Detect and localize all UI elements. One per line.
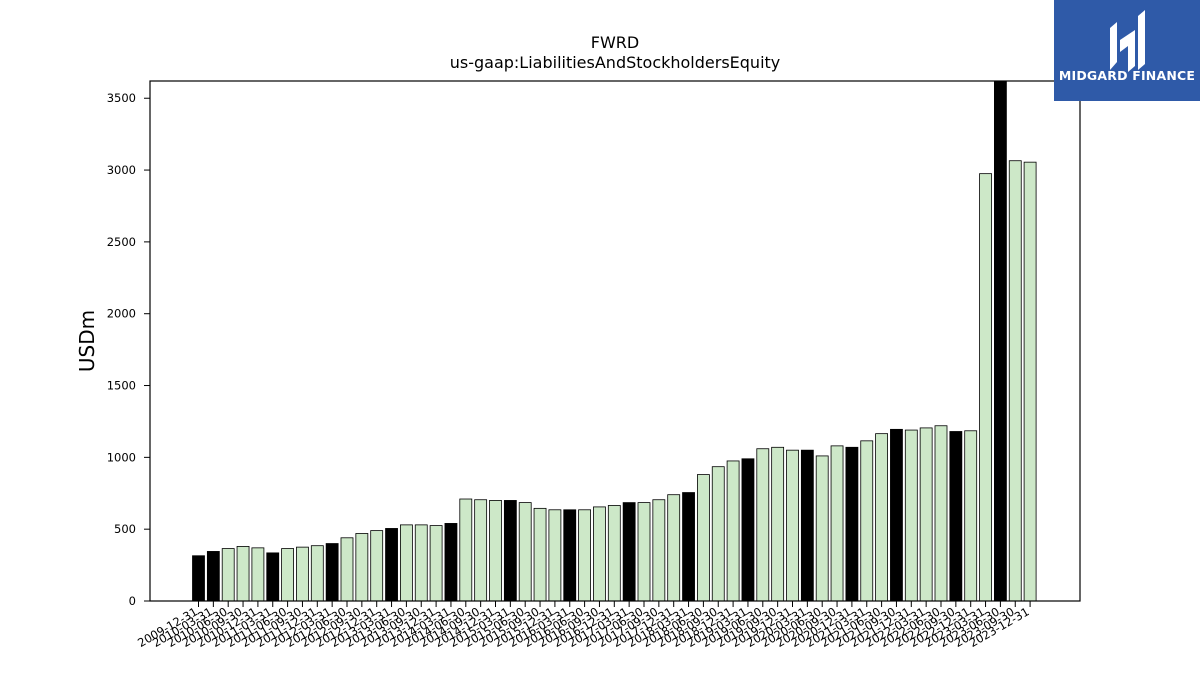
- bar: [682, 492, 695, 601]
- bar: [593, 506, 606, 601]
- bar: [622, 502, 636, 601]
- bar: [830, 445, 844, 601]
- y-tick-label: 2000: [107, 307, 136, 321]
- bar: [355, 533, 369, 601]
- bar: [771, 446, 785, 601]
- bar: [548, 509, 562, 601]
- bar: [385, 528, 398, 601]
- bar: [474, 499, 488, 601]
- brand-logo: MIDGARD FINANCE: [1054, 0, 1200, 101]
- bar: [979, 173, 992, 601]
- bar: [340, 537, 354, 601]
- y-tick-label: 1500: [107, 379, 136, 393]
- bar: [429, 525, 443, 601]
- y-tick-label: 3500: [107, 91, 136, 105]
- bar: [652, 499, 666, 601]
- bar: [192, 555, 205, 601]
- y-tick-label: 3000: [107, 163, 136, 177]
- bar: [667, 494, 681, 601]
- bar: [860, 440, 874, 601]
- y-tick-label: 0: [129, 594, 136, 608]
- bar: [637, 502, 651, 601]
- bar: [266, 552, 280, 601]
- bar: [563, 509, 577, 601]
- bar: [459, 498, 473, 601]
- bar: [904, 429, 918, 601]
- bar: [296, 546, 309, 601]
- bar: [949, 431, 963, 601]
- bar: [578, 509, 591, 601]
- y-axis-label: USDm: [75, 310, 99, 372]
- bar: [726, 460, 740, 601]
- bar: [890, 428, 903, 601]
- bar: [518, 502, 532, 601]
- bar: [503, 500, 517, 601]
- bar: [533, 507, 547, 601]
- logo-mark-icon: [1110, 10, 1145, 72]
- bar: [607, 505, 621, 601]
- logo-text: MIDGARD FINANCE: [1058, 68, 1196, 83]
- bar: [1008, 160, 1022, 601]
- y-tick-label: 2500: [107, 235, 136, 249]
- bar: [697, 474, 710, 601]
- chart-subtitle: us-gaap:LiabilitiesAndStockholdersEquity: [449, 53, 781, 72]
- bar: [251, 547, 265, 601]
- bar: [800, 449, 814, 601]
- bar: [399, 524, 413, 601]
- bar: [741, 458, 755, 601]
- bar: [206, 551, 220, 601]
- bar: [919, 427, 933, 601]
- y-tick-label: 1000: [107, 450, 136, 464]
- y-tick-label: 500: [114, 522, 136, 536]
- bar: [489, 500, 502, 601]
- bar: [875, 433, 888, 601]
- bar: [310, 545, 324, 601]
- bar: [444, 523, 458, 601]
- bar: [236, 546, 250, 601]
- bar: [994, 81, 1007, 601]
- bar: [786, 449, 799, 601]
- bar: [711, 466, 725, 601]
- bar: [325, 543, 339, 601]
- bar: [815, 455, 829, 601]
- bar: [845, 446, 859, 601]
- bar: [281, 548, 295, 601]
- bar: [370, 530, 384, 601]
- chart-title: FWRD: [590, 33, 640, 52]
- bar: [414, 524, 428, 601]
- bar: [964, 430, 978, 601]
- bar: [934, 425, 948, 601]
- plot-frame: [149, 80, 1081, 602]
- bar: [1023, 161, 1037, 601]
- bar: [756, 448, 770, 601]
- bar: [221, 548, 235, 601]
